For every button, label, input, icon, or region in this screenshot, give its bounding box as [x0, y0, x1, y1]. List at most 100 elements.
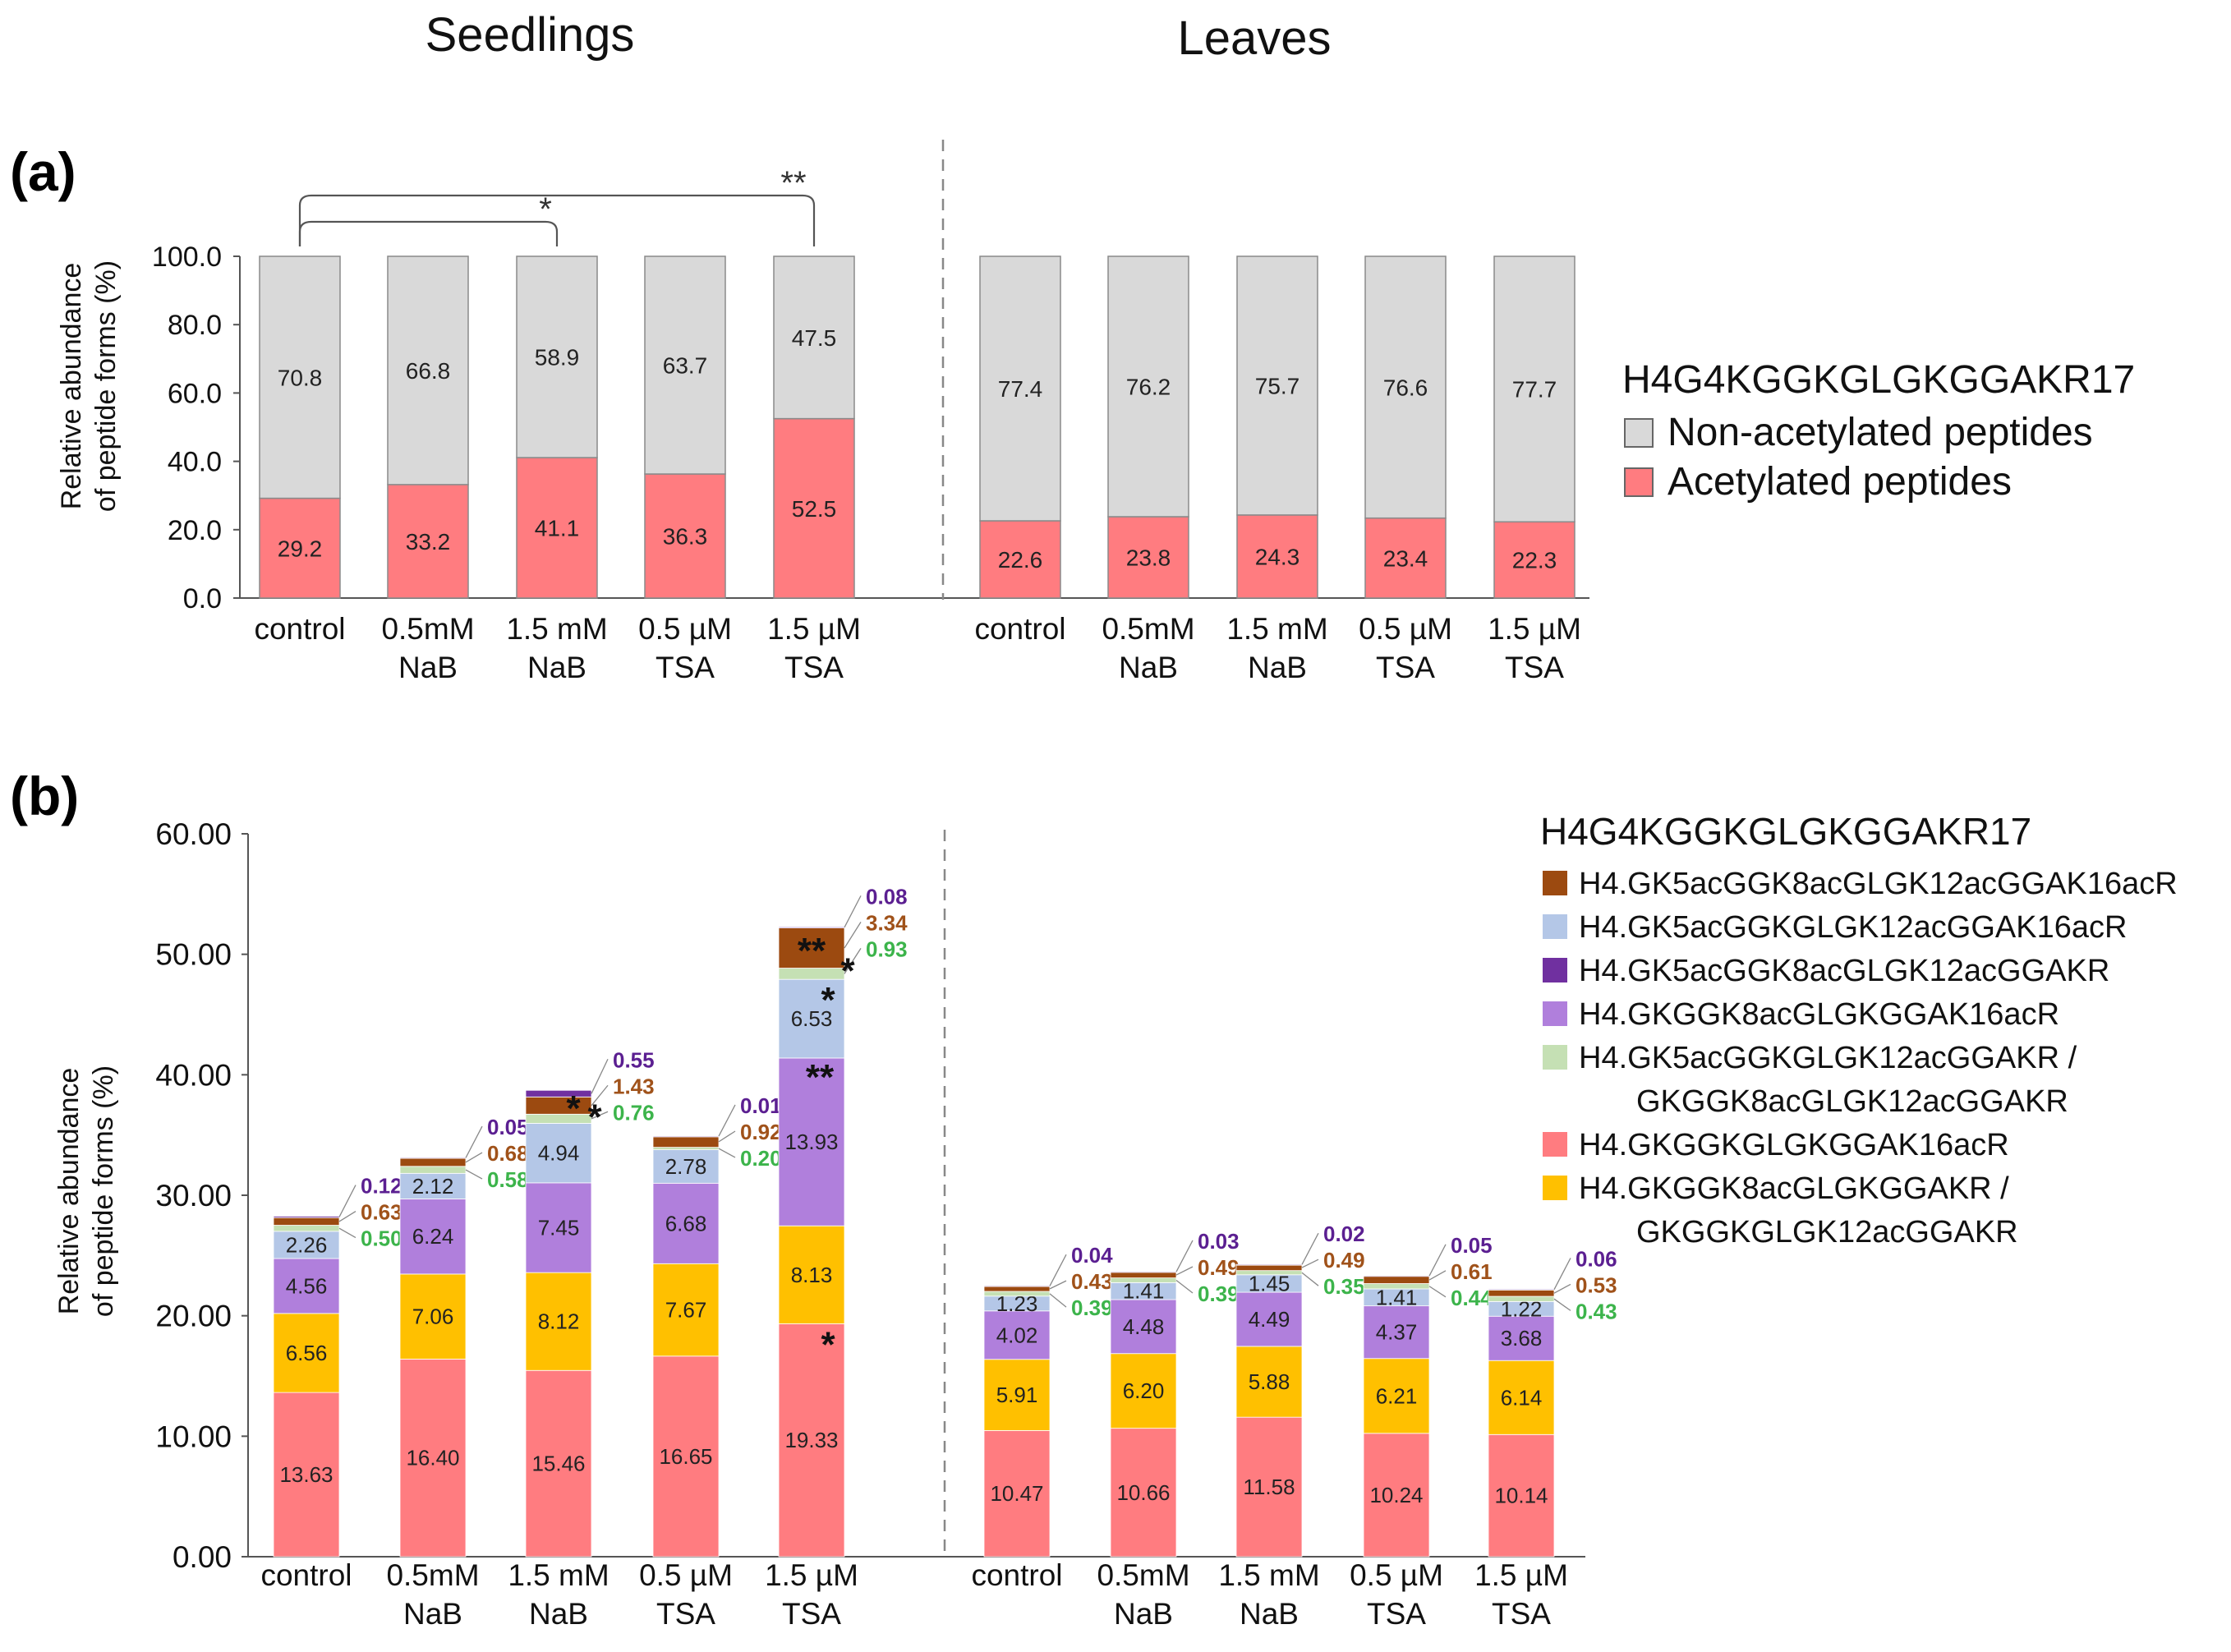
y-tick-label: 20.00	[155, 1300, 232, 1333]
outside-data-label: 1.43	[613, 1074, 655, 1098]
data-label: 6.56	[286, 1341, 328, 1365]
data-label: 7.45	[538, 1216, 580, 1240]
bar-k8k16	[1488, 1315, 1555, 1361]
data-label: 13.93	[784, 1130, 838, 1154]
bar-k8k16	[1110, 1299, 1177, 1355]
bar-acetylated-peptides	[1107, 516, 1189, 599]
data-label: 5.88	[1249, 1369, 1290, 1394]
y-tick-label: 0.00	[172, 1540, 232, 1574]
data-label: 1.45	[1249, 1271, 1290, 1295]
significance-star: **	[798, 931, 826, 971]
bar-k5k8k12k16	[273, 1217, 340, 1226]
bar-acetylated-peptides	[773, 417, 855, 599]
outside-data-label: 0.39	[1071, 1295, 1113, 1320]
x-tick-label: 0.5mM	[386, 1558, 479, 1592]
x-tick-label-line2: NaB	[1119, 651, 1178, 684]
bar-acetylated-peptides	[259, 497, 341, 599]
data-label: 36.3	[663, 523, 708, 549]
x-tick-label-line2: NaB	[529, 1597, 588, 1631]
bar-non-acetylated-peptides	[516, 255, 598, 458]
legend-label: GKGGKGLGK12acGGAKR	[1636, 1215, 2018, 1249]
outside-data-label: 0.92	[740, 1120, 782, 1144]
leader-line	[844, 948, 862, 974]
bar-k16	[1235, 1416, 1303, 1558]
bar-k5k8k12	[273, 1216, 340, 1218]
legend-label: H4.GK5acGGK8acGLGK12acGGAK16acR	[1579, 867, 2178, 901]
x-tick-label-line2: TSA	[784, 651, 844, 684]
bar-k8_k12	[983, 1359, 1051, 1431]
data-label: 6.21	[1376, 1383, 1418, 1408]
outside-data-label: 0.12	[361, 1174, 402, 1199]
legend-title: H4G4KGGKGLGKGGAKR17	[1622, 358, 2135, 402]
y-axis-label-line2: of peptide forms (%)	[90, 260, 122, 512]
legend-swatch	[1543, 1001, 1567, 1026]
data-label: 6.68	[665, 1211, 707, 1236]
x-tick-label-line2: TSA	[1505, 651, 1564, 684]
bar-k8k16	[1235, 1291, 1303, 1347]
bar-k16	[1363, 1433, 1430, 1558]
bar-k8_k12	[273, 1313, 340, 1393]
bar-k5k8k12k16	[399, 1157, 467, 1167]
leader-line	[591, 1111, 609, 1120]
bar-k8_k12	[525, 1272, 592, 1371]
bar-k16	[399, 1359, 467, 1558]
data-label: 15.46	[531, 1452, 585, 1476]
x-tick-label: control	[974, 612, 1065, 646]
leader-line	[1428, 1244, 1447, 1277]
x-tick-label-line2: TSA	[656, 1597, 715, 1631]
data-label: 23.4	[1383, 545, 1428, 571]
legend-swatch	[1624, 467, 1654, 497]
y-tick-label: 10.00	[155, 1420, 232, 1453]
leader-line	[1175, 1266, 1194, 1276]
y-tick-label: 40.0	[168, 447, 222, 478]
leader-line	[1049, 1293, 1067, 1308]
bar-k5k8k12k16	[652, 1135, 720, 1148]
bar-k5k12k16	[399, 1172, 467, 1199]
data-label: 76.2	[1126, 374, 1171, 399]
y-tick-label: 60.0	[168, 378, 222, 409]
leaves-title: Leaves	[1177, 12, 1331, 65]
leader-line	[1553, 1258, 1571, 1291]
x-tick-label-line2: NaB	[1114, 1597, 1173, 1631]
significance-star: *	[539, 191, 552, 228]
data-label: 70.8	[278, 365, 323, 390]
outside-data-label: 0.76	[613, 1100, 655, 1125]
bar-non-acetylated-peptides	[644, 255, 726, 475]
data-label: 77.4	[998, 376, 1043, 402]
bar-k5k8k12	[1363, 1275, 1430, 1277]
data-label: 75.7	[1255, 373, 1300, 398]
outside-data-label: 0.53	[1576, 1272, 1617, 1297]
data-label: 63.7	[663, 352, 708, 378]
outside-data-label: 0.20	[740, 1146, 782, 1171]
leader-line	[1175, 1279, 1194, 1294]
legend-swatch	[1543, 914, 1567, 939]
bar-k5k8k12	[1235, 1263, 1303, 1266]
data-label: 16.65	[659, 1444, 712, 1469]
data-label: 66.8	[406, 358, 451, 384]
data-label: 3.68	[1501, 1326, 1543, 1351]
x-tick-label-line2: TSA	[1376, 651, 1435, 684]
x-tick-label: 1.5 µM	[765, 1558, 858, 1592]
bar-k8k16	[778, 1057, 845, 1226]
data-label: 13.63	[279, 1462, 333, 1487]
bar-k5k12_k8k12	[1110, 1277, 1177, 1283]
panel-b-chart: 0.00 10.00 20.00 30.00 40.00 50.00 60.00 Relati…	[53, 810, 2178, 1631]
legend-swatch	[1543, 1132, 1567, 1157]
bar-k8_k12	[652, 1263, 720, 1357]
outside-data-label: 0.03	[1198, 1229, 1240, 1254]
y-axis-label-line2: of peptide forms (%)	[88, 1065, 119, 1317]
data-label: 41.1	[535, 516, 580, 541]
leader-line	[338, 1210, 356, 1222]
bar-k5k12_k8k12	[525, 1113, 592, 1124]
outside-data-label: 0.61	[1451, 1259, 1493, 1284]
bar-k8k16	[1363, 1305, 1430, 1360]
data-label: 77.7	[1512, 377, 1557, 403]
outside-data-label: 0.43	[1071, 1269, 1113, 1294]
x-tick-label: 1.5 mM	[506, 612, 607, 646]
data-label: 11.58	[1243, 1475, 1295, 1499]
bar-k5k12_k8k12	[1235, 1270, 1303, 1276]
data-label: 52.5	[792, 496, 837, 522]
legend-swatch	[1624, 418, 1654, 448]
x-tick-label: 0.5mM	[1097, 1558, 1189, 1592]
outside-data-label: 0.49	[1323, 1248, 1365, 1272]
